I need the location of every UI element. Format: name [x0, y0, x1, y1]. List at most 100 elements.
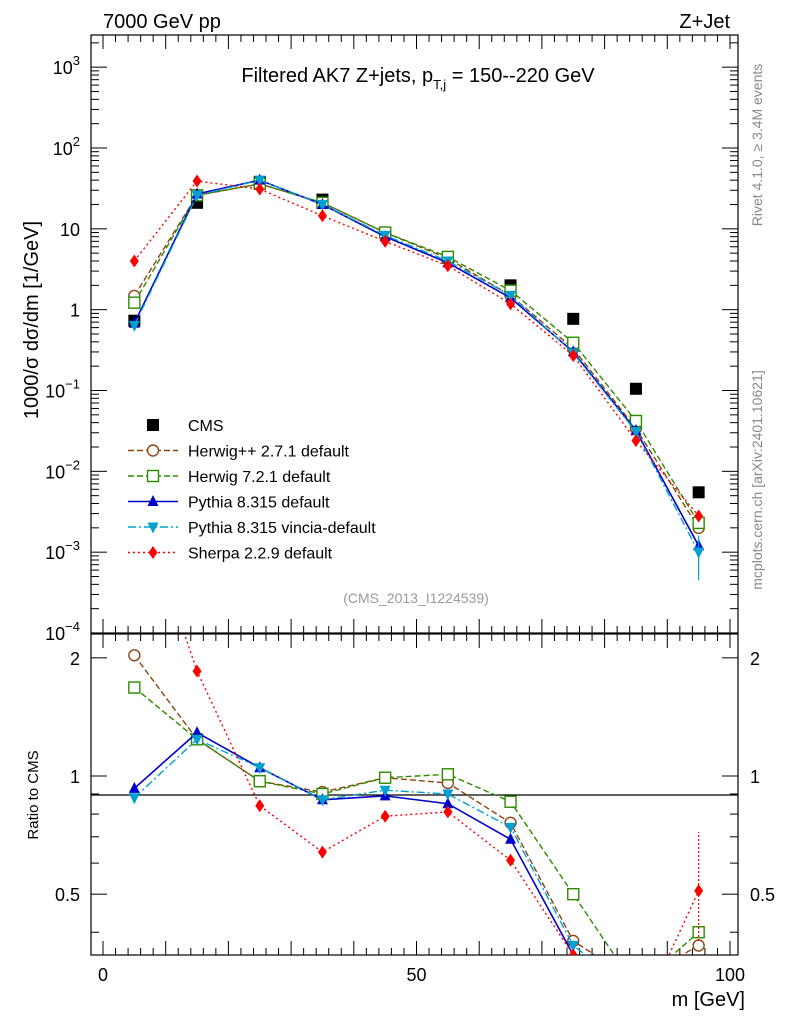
ratio-point: [253, 775, 266, 788]
ratio-y-label: Ratio to CMS: [25, 750, 42, 839]
legend-marker: [147, 419, 159, 431]
ratio-series-line: [133, 654, 699, 955]
main-point: [191, 190, 203, 202]
ratio-point: [192, 664, 202, 678]
ratio-point: [255, 799, 265, 813]
x-tick-label: 100: [715, 965, 745, 985]
header-right: Z+Jet: [679, 11, 730, 33]
ratio-point: [316, 795, 328, 807]
legend-entry: Pythia 8.315 vincia-default: [128, 520, 376, 537]
ratio-axes: 0.5 0.5 1 1 2 2 0 50 100: [55, 634, 775, 985]
ratio-point: [567, 887, 580, 901]
ratio-point: [568, 948, 578, 955]
ratio-series-line: [183, 634, 700, 955]
main-y-tick-label: 1: [70, 301, 80, 321]
main-y-tick-label: 10−2: [45, 457, 80, 482]
ratio-point: [380, 809, 390, 823]
legend-marker: [147, 522, 159, 534]
legend-entry: Herwig++ 2.7.1 default: [128, 444, 350, 461]
main-y-tick-label: 102: [53, 134, 80, 159]
main-series-4: [128, 175, 705, 559]
ratio-point: [441, 768, 455, 781]
ratio-point: [506, 853, 516, 867]
main-series-line: [133, 183, 700, 524]
main-point: [694, 509, 704, 523]
legend-entry: Sherpa 2.2.9 default: [128, 546, 333, 563]
ratio-point: [128, 681, 141, 694]
legend-label: CMS: [188, 418, 224, 435]
ratio-point: [128, 649, 141, 662]
main-point: [629, 382, 642, 395]
ratio-point: [443, 805, 453, 819]
legend-entry: Herwig 7.2.1 default: [128, 469, 331, 486]
legend-marker: [147, 495, 159, 506]
ratio-series-0: [128, 649, 705, 955]
ratio-point: [630, 981, 641, 992]
plot-title: Filtered AK7 Z+jets, pT,j = 150--220 GeV: [241, 65, 595, 92]
x-tick-label: 0: [98, 965, 108, 985]
main-y-tick-label: 10−1: [45, 377, 80, 402]
ratio-y-tick-label: 1: [70, 767, 80, 787]
main-point: [317, 209, 327, 223]
main-frame: [90, 34, 739, 634]
main-point: [568, 349, 578, 363]
rivet-label: Rivet 4.1.0, ≥ 3.4M events: [749, 64, 765, 227]
main-y-tick-label: 10: [60, 220, 80, 240]
main-series-5: [129, 174, 704, 523]
legend-label: Sherpa 2.2.9 default: [188, 546, 333, 563]
main-point: [505, 290, 517, 302]
ratio-point: [630, 989, 641, 1000]
ratio-point: [692, 939, 705, 952]
main-point: [128, 320, 140, 332]
legend-entry: CMS: [147, 418, 224, 435]
main-point: [316, 200, 328, 212]
ratio-y-tick-label-right: 2: [750, 649, 760, 669]
ratio-y-tick-label-right: 0.5: [750, 885, 775, 905]
main-series-line: [133, 180, 700, 517]
x-tick-label: 50: [406, 965, 426, 985]
ratio-point: [505, 822, 517, 834]
ratio-point: [630, 982, 641, 993]
main-point: [443, 259, 453, 273]
ratio-point: [130, 479, 139, 492]
ratio-point: [128, 781, 140, 793]
main-series: [128, 173, 705, 581]
main-y-tick-label: 103: [53, 53, 80, 78]
x-axis-label: m [GeV]: [672, 989, 745, 1011]
main-y-tick-label: 10−3: [45, 538, 80, 563]
ratio-series-4: [130, 479, 704, 955]
main-point: [254, 175, 266, 187]
main-point: [192, 174, 202, 188]
main-point: [506, 297, 516, 311]
main-point: [128, 296, 141, 309]
legend-entry: Pythia 8.315 default: [128, 495, 330, 512]
legend-label: Herwig 7.2.1 default: [188, 469, 331, 486]
ratio-series-line: [133, 731, 576, 955]
main-point: [380, 234, 390, 248]
ratio-series-line: [133, 687, 700, 955]
y-axis-label: 1000/σ dσ/dm [1/GeV]: [21, 221, 43, 419]
main-series-line: [133, 183, 700, 529]
ratio-point: [128, 793, 140, 805]
ratio-point: [442, 789, 454, 801]
ratio-point: [694, 884, 704, 898]
legend: CMS Herwig++ 2.7.1 default Herwig 7.2.1 de…: [128, 418, 376, 563]
legend-marker: [148, 546, 158, 559]
header-left: 7000 GeV pp: [103, 11, 221, 33]
ratio-point: [191, 734, 203, 746]
main-y-tick-label: 10−4: [45, 619, 80, 644]
ratio-series: [128, 479, 705, 1000]
legend-label: Pythia 8.315 default: [188, 495, 330, 512]
main-point: [255, 182, 265, 196]
ratio-point: [505, 832, 517, 844]
main-series-line: [133, 179, 700, 547]
legend-marker: [146, 444, 160, 457]
mcplots-label: mcplots.cern.ch [arXiv:2401.10621]: [749, 370, 765, 589]
ratio-y-tick-label: 0.5: [55, 885, 80, 905]
ratio-point: [254, 763, 266, 775]
legend-label: Herwig++ 2.7.1 default: [188, 444, 350, 461]
main-point: [129, 254, 139, 268]
ratio-point: [378, 771, 392, 784]
